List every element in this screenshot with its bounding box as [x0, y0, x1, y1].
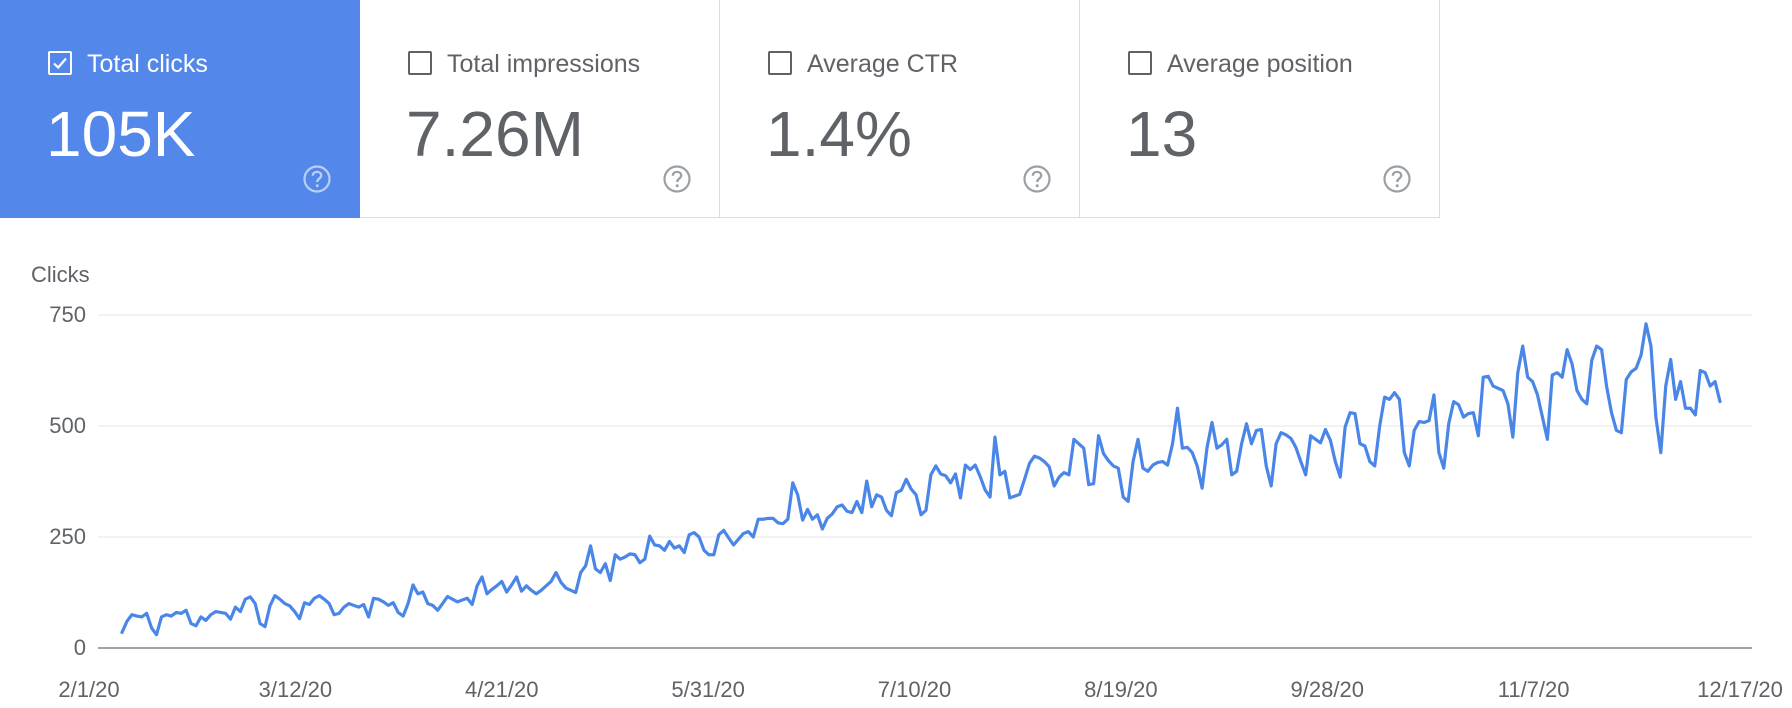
y-tick-label: 500	[49, 413, 86, 438]
x-tick-label: 5/31/20	[671, 677, 744, 702]
help-icon[interactable]	[1382, 164, 1412, 194]
metric-label: Average CTR	[807, 50, 958, 78]
metric-value: 13	[1126, 98, 1198, 170]
y-tick-label: 0	[74, 635, 86, 660]
help-icon[interactable]	[302, 164, 332, 194]
checkbox-icon[interactable]	[408, 51, 432, 75]
checkbox-checked-icon[interactable]	[48, 51, 72, 75]
x-tick-label: 2/1/20	[58, 677, 119, 702]
checkbox-icon[interactable]	[768, 51, 792, 75]
help-icon[interactable]	[662, 164, 692, 194]
help-icon[interactable]	[1022, 164, 1052, 194]
x-tick-label: 4/21/20	[465, 677, 538, 702]
metric-card-total-impressions[interactable]: Total impressions 7.26M	[360, 0, 720, 218]
metric-value: 7.26M	[406, 98, 584, 170]
x-tick-label: 9/28/20	[1291, 677, 1364, 702]
metric-card-average-ctr[interactable]: Average CTR 1.4%	[720, 0, 1080, 218]
metric-value: 1.4%	[766, 98, 912, 170]
x-tick-label: 11/7/20	[1498, 677, 1570, 702]
y-tick-label: 750	[49, 302, 86, 327]
y-tick-label: 250	[49, 524, 86, 549]
metric-card-total-clicks[interactable]: Total clicks 105K	[0, 0, 360, 218]
metric-value: 105K	[46, 98, 196, 170]
x-tick-label: 8/19/20	[1084, 677, 1157, 702]
y-axis-label: Clicks	[31, 262, 90, 287]
checkbox-icon[interactable]	[1128, 51, 1152, 75]
metric-label: Average position	[1167, 50, 1353, 78]
x-tick-label: 3/12/20	[259, 677, 332, 702]
series-line-clicks	[120, 322, 1722, 637]
metric-label: Total clicks	[87, 50, 208, 78]
clicks-line-chart: 0 250 500 750 Clicks 2/1/20 3/12/20 4/21/20 5/31…	[31, 262, 1783, 702]
metric-cards: Total clicks 105K Total impressions 7.26M Av…	[0, 0, 1440, 218]
performance-chart: 0 250 500 750 Clicks 2/1/20 3/12/20 4/21/20 5/31…	[0, 240, 1792, 708]
metric-card-average-position[interactable]: Average position 13	[1080, 0, 1440, 218]
metric-label: Total impressions	[447, 50, 641, 78]
x-tick-label: 12/17/20	[1697, 677, 1783, 702]
x-tick-label: 7/10/20	[878, 677, 951, 702]
